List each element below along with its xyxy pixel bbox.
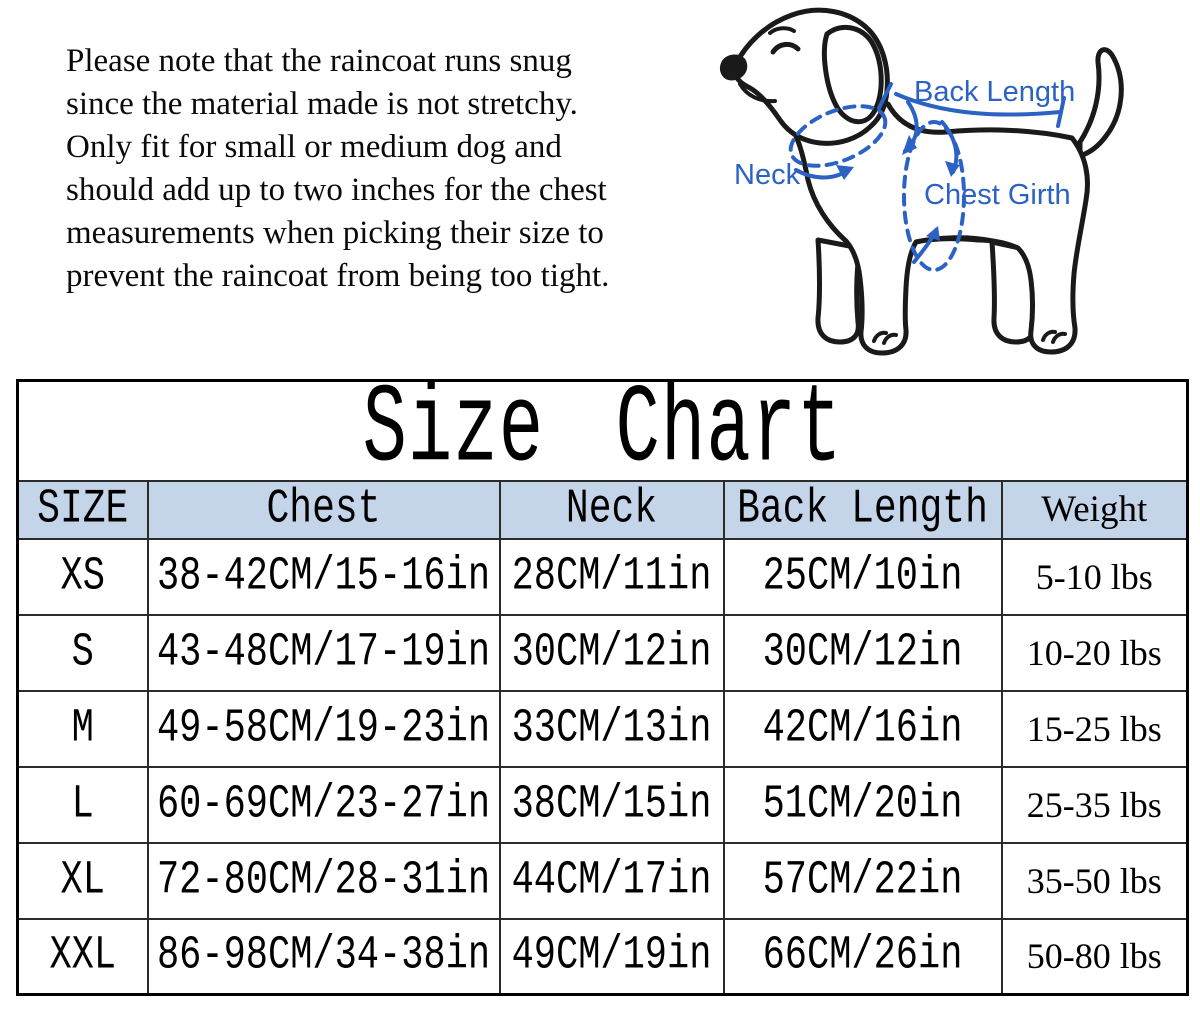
size-chart-title-row: Size Chart bbox=[16, 379, 1189, 482]
back-length-end-tick bbox=[1056, 96, 1066, 128]
size-chart-row: XL 72-80CM/28-31in 44CM/17in 57CM/22in 3… bbox=[16, 841, 1189, 920]
cell-neck: 28CM/11in bbox=[498, 537, 725, 616]
cell-weight: 10-20 lbs bbox=[1000, 613, 1189, 692]
col-header-size: SIZE bbox=[16, 479, 149, 540]
cell-chest: 43-48CM/17-19in bbox=[146, 613, 501, 692]
size-chart-row: M 49-58CM/19-23in 33CM/13in 42CM/16in 15… bbox=[16, 689, 1189, 768]
cell-neck: 44CM/17in bbox=[498, 841, 725, 920]
cell-chest: 72-80CM/28-31in bbox=[146, 841, 501, 920]
cell-weight: 5-10 lbs bbox=[1000, 537, 1189, 616]
size-chart-row: S 43-48CM/17-19in 30CM/12in 30CM/12in 10… bbox=[16, 613, 1189, 692]
cell-back-length: 30CM/12in bbox=[722, 613, 1003, 692]
cell-weight: 25-35 lbs bbox=[1000, 765, 1189, 844]
size-chart-row: XXL 86-98CM/34-38in 49CM/19in 66CM/26in … bbox=[16, 917, 1189, 996]
cell-chest: 49-58CM/19-23in bbox=[146, 689, 501, 768]
cell-size: S bbox=[16, 613, 149, 692]
note-line: Only fit for small or medium dog and bbox=[66, 129, 562, 165]
cell-size: M bbox=[16, 689, 149, 768]
col-header-back-length: Back Length bbox=[722, 479, 1003, 540]
cell-chest: 60-69CM/23-27in bbox=[146, 765, 501, 844]
dog-belly-line bbox=[914, 235, 992, 244]
dog-far-front-leg bbox=[815, 237, 863, 345]
dog-ear bbox=[821, 24, 884, 124]
chest-girth-ellipse bbox=[902, 120, 966, 272]
cell-chest: 86-98CM/34-38in bbox=[146, 917, 501, 996]
cell-neck: 30CM/12in bbox=[498, 613, 725, 692]
dog-brow bbox=[768, 26, 796, 35]
cell-weight: 15-25 lbs bbox=[1000, 689, 1189, 768]
cell-back-length: 25CM/10in bbox=[722, 537, 1003, 616]
cell-weight: 50-80 lbs bbox=[1000, 917, 1189, 996]
cell-chest: 38-42CM/15-16in bbox=[146, 537, 501, 616]
note-line: should add up to two inches for the ches… bbox=[66, 172, 607, 208]
dog-front-paw-toes bbox=[872, 330, 898, 345]
withers-arrowhead bbox=[902, 135, 917, 155]
neck-label: Neck bbox=[734, 159, 801, 191]
cell-size: XXL bbox=[16, 917, 149, 996]
dog-hind-paw-toes bbox=[1041, 329, 1067, 344]
raincoat-note: Please note that the raincoat runs snug … bbox=[66, 40, 746, 298]
back-length-line bbox=[894, 92, 1062, 117]
note-line: measurements when picking their size to bbox=[66, 215, 604, 251]
size-chart-table: Size Chart SIZE Chest Neck Back Length W… bbox=[16, 379, 1190, 996]
col-header-neck: Neck bbox=[498, 479, 725, 540]
dog-eye bbox=[770, 42, 801, 55]
note-line: since the material made is not stretchy. bbox=[66, 86, 578, 122]
cell-size: XS bbox=[16, 537, 149, 616]
back-length-start-tick bbox=[877, 82, 893, 110]
chest-top-arrowhead bbox=[945, 161, 960, 177]
size-chart-row: L 60-69CM/23-27in 38CM/15in 51CM/20in 25… bbox=[16, 765, 1189, 844]
chest-bottom-arrowhead bbox=[926, 226, 940, 241]
cell-size: XL bbox=[16, 841, 149, 920]
cell-size: L bbox=[16, 765, 149, 844]
chest-girth-label: Chest Girth bbox=[924, 179, 1071, 211]
cell-neck: 38CM/15in bbox=[498, 765, 725, 844]
col-header-chest: Chest bbox=[146, 479, 501, 540]
neck-girth-ellipse bbox=[788, 104, 888, 168]
dog-body bbox=[789, 101, 1090, 356]
size-chart-row: XS 38-42CM/15-16in 28CM/11in 25CM/10in 5… bbox=[16, 537, 1189, 616]
col-header-weight: Weight bbox=[1000, 479, 1189, 540]
note-line: prevent the raincoat from being too tigh… bbox=[66, 258, 610, 294]
cell-back-length: 57CM/22in bbox=[722, 841, 1003, 920]
cell-back-length: 42CM/16in bbox=[722, 689, 1003, 768]
dog-measurement-diagram: Back Length Neck Chest Girth bbox=[719, 7, 1124, 356]
cell-back-length: 66CM/26in bbox=[722, 917, 1003, 996]
cell-back-length: 51CM/20in bbox=[722, 765, 1003, 844]
back-length-label: Back Length bbox=[914, 76, 1075, 108]
dog-mouth bbox=[738, 82, 777, 104]
cell-weight: 35-50 lbs bbox=[1000, 841, 1189, 920]
cell-neck: 49CM/19in bbox=[498, 917, 725, 996]
dog-nose bbox=[719, 54, 748, 81]
note-line: Please note that the raincoat runs snug bbox=[66, 43, 572, 79]
cell-neck: 33CM/13in bbox=[498, 689, 725, 768]
size-chart-header-row: SIZE Chest Neck Back Length Weight bbox=[16, 479, 1189, 540]
size-chart-title: Size Chart bbox=[16, 379, 1189, 482]
size-chart-body: XS 38-42CM/15-16in 28CM/11in 25CM/10in 5… bbox=[16, 537, 1189, 996]
neck-arrowhead bbox=[836, 165, 854, 180]
dog-tail bbox=[1077, 47, 1124, 159]
